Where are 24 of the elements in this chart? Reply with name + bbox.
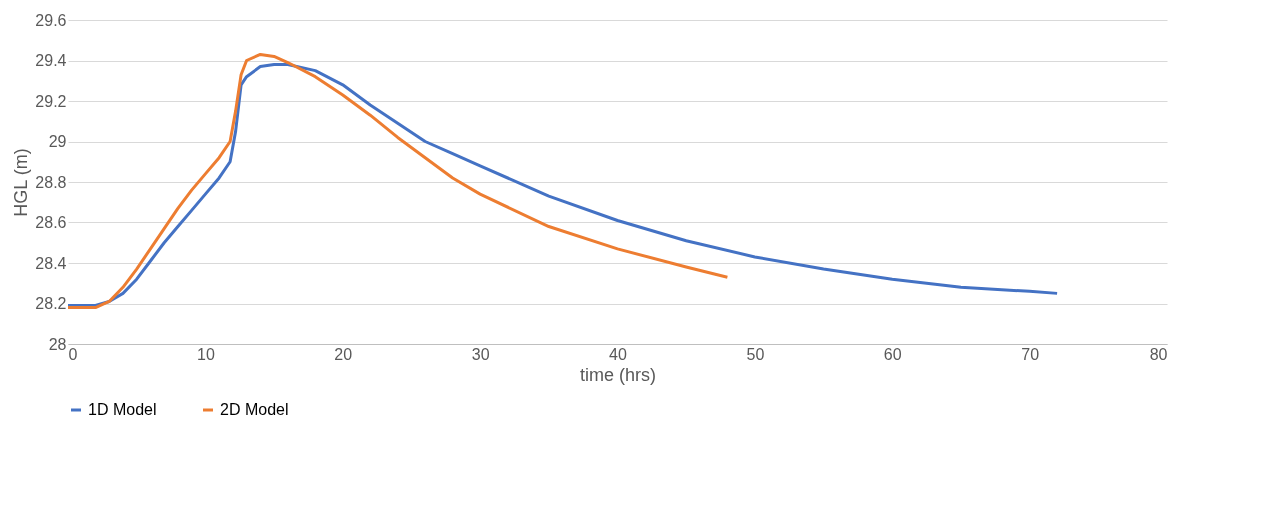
y-axis-title: HGL (m) [11,148,32,217]
x-tick-label: 40 [609,345,627,363]
y-tick-label: 29.4 [35,52,67,69]
x-tick-label: 10 [196,345,215,363]
x-tick-label: 60 [883,345,902,363]
x-tick-label: 0 [68,345,78,363]
y-tick-label: 29 [48,133,67,150]
legend-label: 1D Model [88,401,157,418]
legend-label: 2D Model [220,401,289,418]
x-tick-label: 80 [1149,345,1168,363]
y-tick-label: 28.2 [35,295,67,312]
y-tick-label: 28.4 [35,254,67,272]
y-tick-label: 28 [48,335,67,353]
y-tick-label: 28.8 [35,173,67,191]
x-tick-label: 30 [471,345,490,363]
x-tick-label: 20 [334,345,353,363]
y-tick-label: 29.2 [35,92,67,110]
y-tick-label: 29.6 [35,11,67,29]
x-axis-title: time (hrs) [580,364,656,385]
line-series [66,52,729,310]
x-tick-label: 50 [746,345,765,363]
y-tick-label: 28.6 [35,214,67,231]
line-series [66,63,1059,308]
x-tick-label: 70 [1021,345,1040,363]
